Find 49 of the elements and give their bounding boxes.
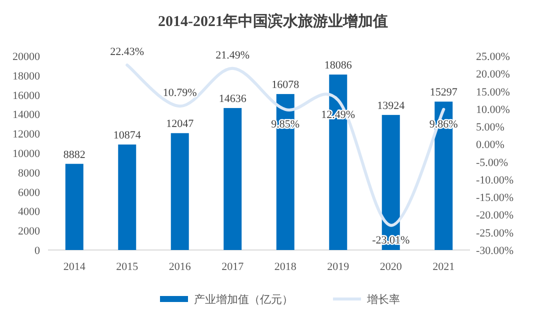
data-label: 13924 [377,100,406,112]
data-label: 21.49% [216,49,250,62]
y-tick-label: 16000 [12,90,40,102]
data-label: 8882 [63,148,86,161]
y2-tick-label: -20.00% [476,210,514,222]
y2-tick-label: 5.00% [476,122,504,134]
y2-tick-label: 15.00% [476,86,510,98]
x-tick-label: 2014 [63,261,86,273]
x-tick-label: 2018 [274,261,297,273]
y-tick-label: 12000 [12,128,40,141]
legend-label: 增长率 [366,293,400,306]
y2-tick-label: -10.00% [476,174,514,186]
chart-title: 2014-2021年中国滨水旅游业增加值 [158,12,388,30]
y-tick-label: 20000 [12,51,40,63]
data-label: 15297 [430,86,458,99]
data-label: 22.43% [110,46,144,58]
x-tick-label: 2020 [380,261,402,273]
x-tick-label: 2019 [327,261,350,273]
y-tick-label: 14000 [12,109,40,122]
y2-tick-label: 25.00% [476,51,510,63]
y2-tick-label: 10.00% [476,104,510,116]
x-tick-label: 2016 [168,261,192,273]
data-label: 10874 [113,130,142,142]
y-tick-label: 8000 [18,167,40,180]
legend-label: 产业增加值（亿元） [194,293,293,306]
y-tick-label: 18000 [12,70,40,82]
y2-tick-label: -15.00% [476,192,514,204]
y2-tick-label: -5.00% [476,156,508,169]
data-label: 18086 [324,60,352,72]
bar [224,108,242,250]
y-tick-label: 4000 [18,206,40,218]
data-label: 12047 [166,118,194,130]
y-tick-label: 2000 [18,226,40,238]
y2-tick-label: 20.00% [476,68,510,81]
x-tick-label: 2015 [116,261,139,273]
bar [65,164,84,250]
data-label: 16078 [272,79,300,92]
y-tick-label: 0 [34,245,40,257]
y-tick-label: 6000 [18,186,40,199]
x-tick-label: 2017 [222,261,244,273]
bar [118,144,136,250]
y-tick-label: 10000 [12,148,40,160]
x-tick-label: 2021 [432,261,455,273]
y2-tick-label: -30.00% [476,245,514,257]
y2-tick-label: -25.00% [476,227,514,240]
data-label: 10.79% [162,87,197,100]
y2-tick-label: 0.00% [476,139,504,152]
data-label: 14636 [218,93,247,106]
bar [170,133,189,250]
